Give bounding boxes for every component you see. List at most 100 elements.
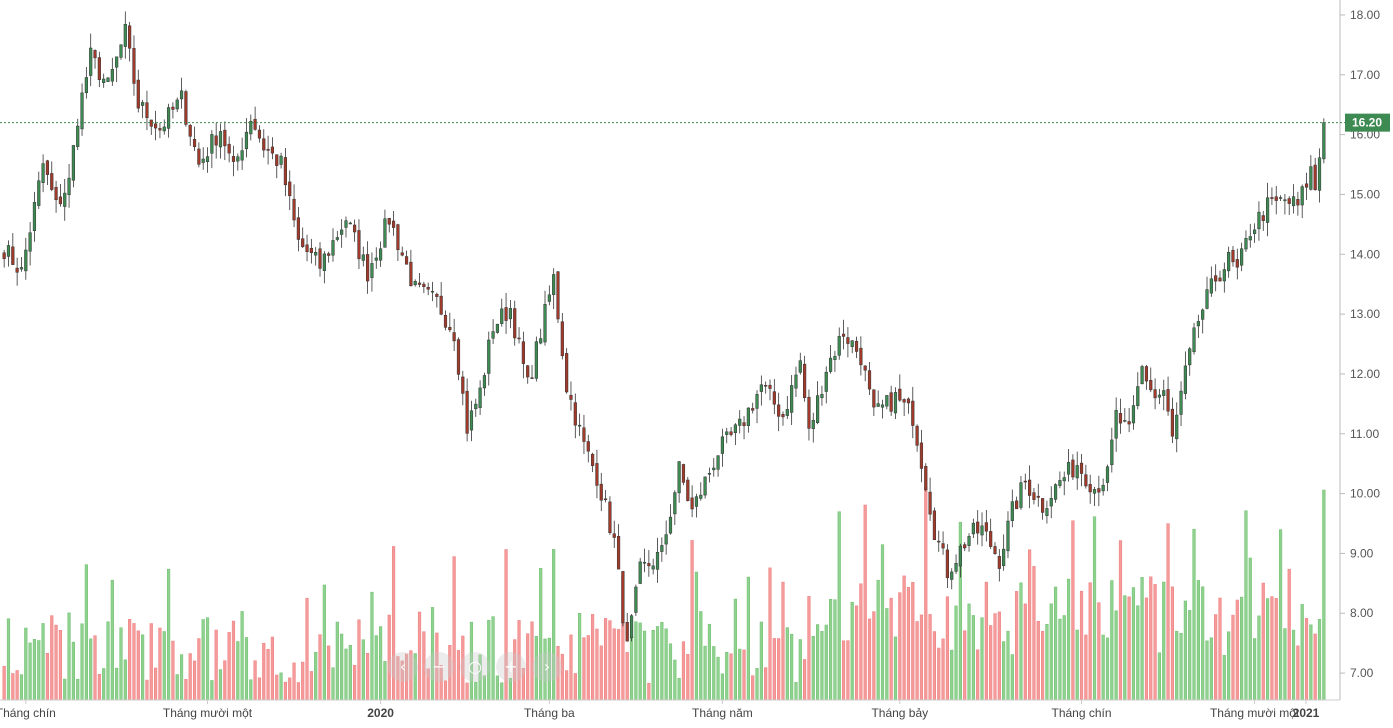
candle-body [880, 404, 885, 408]
candle-body [357, 230, 361, 260]
volume-bar [1101, 634, 1105, 701]
candle-body [1062, 477, 1066, 482]
candle-body [828, 357, 833, 372]
candle-body [214, 135, 218, 146]
scroll-left-button[interactable]: ‹ [388, 652, 418, 682]
zoom-in-button[interactable]: + [496, 652, 526, 682]
candle-body [634, 586, 638, 613]
volume-bar [941, 638, 945, 701]
volume-bar [335, 621, 339, 701]
volume-bar [906, 587, 911, 701]
volume-bar [928, 614, 932, 701]
candle-body [820, 394, 824, 398]
volume-bar [872, 611, 876, 701]
volume-bar [859, 583, 863, 701]
volume-bar [634, 621, 638, 701]
volume-bar [820, 631, 824, 701]
candle-body [539, 338, 543, 344]
candle-body [854, 340, 859, 352]
candle-body [980, 525, 984, 536]
volume-bar [283, 681, 287, 701]
candle-body [1144, 366, 1149, 382]
candle-body [478, 387, 482, 408]
volume-bar [1041, 631, 1045, 701]
volume-bar [266, 648, 270, 701]
volume-bar [253, 660, 257, 701]
candle-body [833, 355, 837, 360]
candle-body [573, 402, 577, 426]
candle-body [370, 263, 374, 278]
candle-body [80, 92, 84, 130]
reset-zoom-button[interactable]: ○ [460, 652, 490, 682]
last-price-line: 16.20 [0, 113, 1390, 132]
y-tick-label: 10.00 [1350, 487, 1380, 501]
volume-bar [249, 679, 253, 701]
candle-body [599, 483, 603, 501]
candle-body [348, 222, 352, 225]
volume-bar [236, 641, 240, 701]
candle-body [231, 156, 236, 162]
volume-bar [223, 660, 227, 701]
volume-bar [344, 648, 348, 701]
candle-body [279, 155, 283, 165]
candle-body [1179, 390, 1183, 415]
volume-bar [578, 613, 582, 701]
volume-bar [1131, 587, 1136, 701]
candle-body [141, 102, 145, 106]
volume-bar [971, 615, 975, 701]
candle-body [1231, 249, 1235, 263]
candle-body [236, 156, 240, 162]
chart-navigation: ‹ − ○ + › [388, 652, 562, 682]
candle-body [543, 304, 547, 343]
volume-bar [1002, 641, 1006, 701]
volume-bar [932, 631, 937, 701]
candle-body [859, 347, 863, 366]
volume-bar [690, 540, 694, 701]
candle-body [902, 399, 906, 403]
candle-body [379, 248, 383, 261]
volume-bar [45, 653, 50, 701]
volume-bar [1209, 637, 1213, 701]
volume-bar [11, 673, 15, 701]
volume-bar [383, 661, 387, 701]
volume-bar [327, 645, 331, 701]
volume-bar [980, 617, 984, 701]
zoom-out-button[interactable]: − [424, 652, 454, 682]
volume-bar [807, 596, 811, 701]
volume-bar [616, 629, 621, 701]
candle-body [889, 392, 893, 412]
candle-body [249, 120, 253, 135]
x-tick-label: Tháng ba [524, 706, 575, 720]
volume-bar [1240, 596, 1244, 701]
x-tick-label: Tháng năm [692, 706, 753, 720]
scroll-right-button[interactable]: › [532, 652, 562, 682]
candle-body [621, 571, 625, 624]
candle-body [67, 177, 71, 196]
volume-bar [798, 639, 802, 701]
candle-body [521, 341, 525, 364]
candle-body [824, 371, 828, 392]
candle-body [729, 431, 733, 435]
candle-body [517, 337, 521, 340]
candle-body [755, 394, 759, 409]
volume-bar [1296, 645, 1300, 701]
volume-bar [772, 638, 776, 701]
candle-body [266, 148, 270, 151]
candle-body [1097, 488, 1101, 493]
candle-body [110, 69, 114, 82]
candle-body [720, 436, 725, 454]
candle-body [1131, 405, 1136, 424]
candle-body [1015, 500, 1019, 510]
volume-bar [967, 603, 971, 701]
volume-bar [71, 641, 75, 701]
candle-body [703, 476, 707, 496]
volume-bar [867, 618, 872, 701]
candle-body [244, 131, 249, 150]
candle-body [262, 138, 266, 151]
candle-body [223, 129, 227, 147]
candle-body [569, 394, 573, 400]
volume-bar [1066, 578, 1071, 701]
volume-bar [41, 623, 45, 701]
candle-body [218, 131, 223, 148]
volume-bar [305, 597, 309, 701]
